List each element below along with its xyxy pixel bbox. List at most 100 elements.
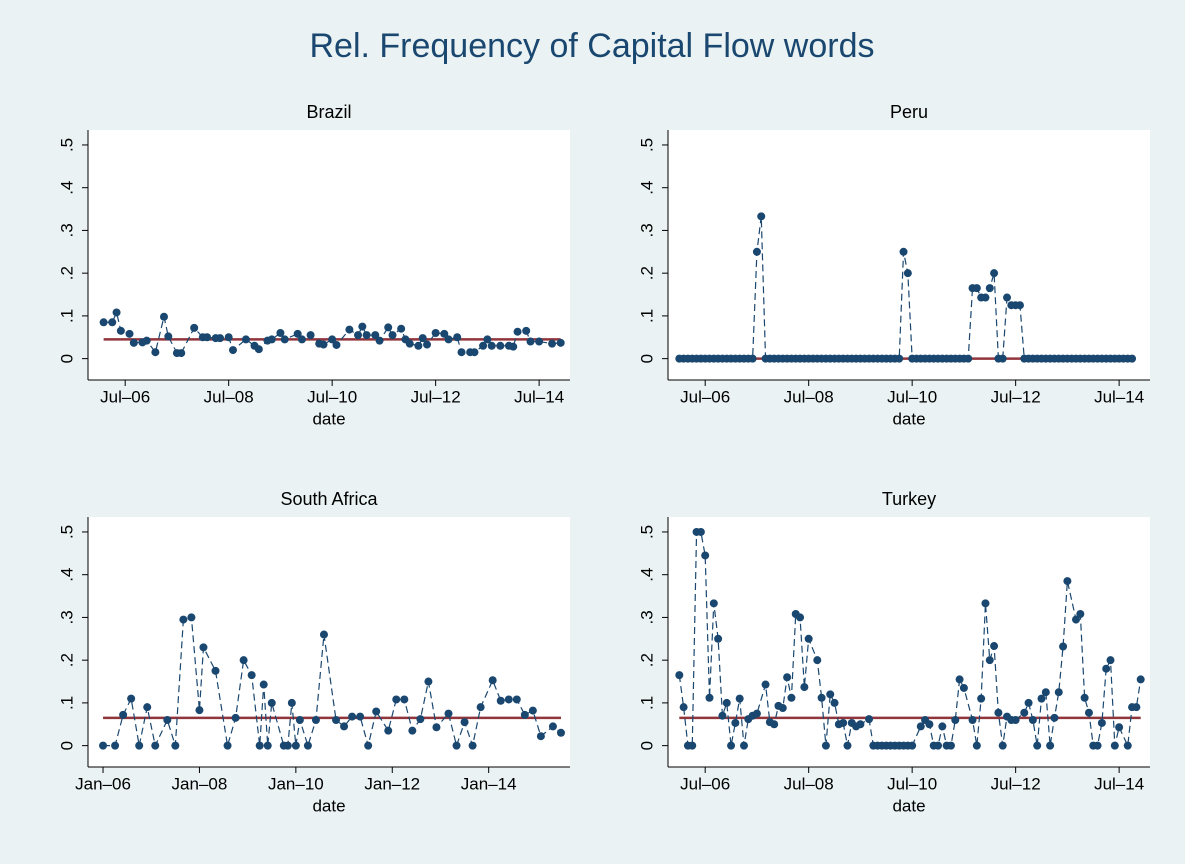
data-point (384, 726, 393, 735)
data-point (968, 715, 977, 724)
data-point (267, 698, 276, 707)
y-tick-label: .3 (637, 610, 656, 624)
data-point (985, 284, 994, 293)
x-tick-label: Jul–10 (307, 387, 357, 406)
data-point (826, 690, 835, 699)
data-line (679, 216, 1133, 360)
y-tick-label: .2 (57, 266, 76, 280)
y-tick-label: .2 (637, 266, 656, 280)
data-point (116, 326, 125, 335)
data-point (1132, 703, 1141, 712)
data-point (1093, 741, 1102, 750)
data-point (112, 308, 121, 317)
data-point (526, 337, 535, 346)
data-point (972, 284, 981, 293)
plot-area (88, 517, 570, 767)
data-point (1024, 698, 1033, 707)
data-point (504, 695, 513, 704)
data-point (752, 709, 761, 718)
data-point (1072, 615, 1081, 624)
data-point (400, 695, 409, 704)
x-tick-label: Jul–14 (1094, 774, 1144, 793)
data-point (388, 331, 397, 340)
x-tick-label: Jul–08 (784, 774, 834, 793)
data-point (479, 341, 488, 350)
data-point (843, 741, 852, 750)
data-point (267, 335, 276, 344)
data-point (470, 348, 479, 357)
data-point (311, 715, 320, 724)
data-point (536, 732, 545, 741)
data-point (488, 676, 497, 685)
x-axis-label: date (892, 409, 925, 428)
data-point (509, 342, 518, 351)
data-point (994, 708, 1003, 717)
x-tick-label: Jul–10 (887, 387, 937, 406)
data-point (195, 706, 204, 715)
data-point (332, 340, 341, 349)
data-point (1136, 675, 1145, 684)
x-tick-label: Jul–08 (784, 387, 834, 406)
data-point (800, 683, 809, 692)
data-point (1115, 723, 1124, 732)
data-point (735, 694, 744, 703)
data-point (972, 741, 981, 750)
data-point (187, 613, 196, 622)
data-point (171, 741, 180, 750)
data-point (297, 335, 306, 344)
data-point (444, 709, 453, 718)
data-point (414, 341, 423, 350)
plot-area (88, 130, 570, 380)
data-point (371, 331, 380, 340)
y-tick-label: .3 (57, 223, 76, 237)
data-point (1015, 301, 1024, 310)
data-point (718, 711, 727, 720)
data-point (358, 322, 367, 331)
y-tick-label: 0 (57, 354, 76, 363)
data-point (895, 354, 904, 363)
data-point (362, 331, 371, 340)
data-point (254, 345, 263, 354)
data-point (224, 333, 233, 342)
data-point (108, 318, 117, 327)
data-point (757, 212, 766, 221)
data-point (964, 354, 973, 363)
data-point (319, 340, 328, 349)
x-tick-label: Jul–14 (1094, 387, 1144, 406)
data-point (1063, 577, 1072, 586)
x-tick-label: Jan–12 (364, 774, 420, 793)
data-point (1011, 715, 1020, 724)
data-point (981, 293, 990, 302)
x-axis-label: date (892, 796, 925, 815)
data-point (959, 683, 968, 692)
data-point (934, 741, 943, 750)
data-point (787, 693, 796, 702)
y-tick-label: .2 (57, 653, 76, 667)
data-point (981, 599, 990, 608)
data-point (125, 329, 134, 338)
y-tick-label: .1 (57, 696, 76, 710)
data-point (1028, 715, 1037, 724)
data-point (432, 723, 441, 732)
y-tick-label: .3 (57, 610, 76, 624)
y-tick-label: 0 (57, 741, 76, 750)
y-tick-label: .3 (637, 223, 656, 237)
x-tick-label: Jan–10 (268, 774, 324, 793)
panel-title: South Africa (280, 489, 378, 509)
data-point (142, 336, 151, 345)
data-point (111, 741, 120, 750)
data-point (696, 527, 705, 536)
x-tick-label: Jul–12 (991, 774, 1041, 793)
y-tick-label: .4 (57, 568, 76, 582)
data-point (276, 328, 285, 337)
data-point (513, 327, 522, 336)
data-point (487, 341, 496, 350)
data-point (925, 720, 934, 729)
data-point (1020, 708, 1029, 717)
data-point (748, 354, 757, 363)
data-point (709, 599, 718, 608)
data-point (1054, 688, 1063, 697)
data-point (179, 615, 188, 624)
panel-title: Turkey (882, 489, 936, 509)
